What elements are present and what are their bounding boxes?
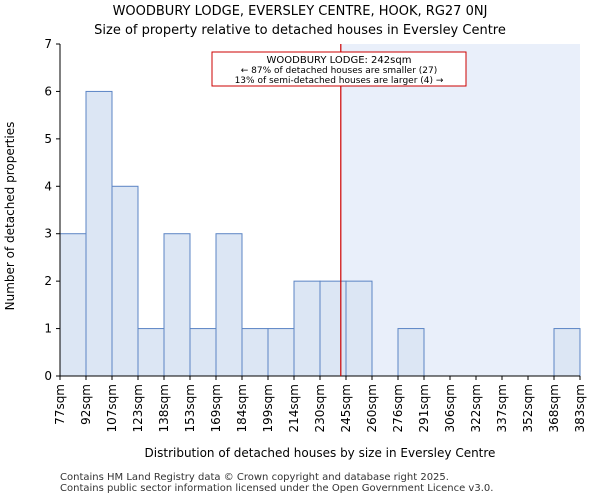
bar bbox=[59, 233, 87, 377]
x-tick-label: 153sqm bbox=[183, 384, 197, 432]
x-tick-label: 322sqm bbox=[469, 384, 483, 432]
x-tick-label: 368sqm bbox=[547, 384, 561, 432]
chart-subtitle: Size of property relative to detached ho… bbox=[94, 23, 506, 38]
bar bbox=[137, 328, 165, 377]
x-tick-label: 230sqm bbox=[313, 384, 327, 432]
y-tick-label: 1 bbox=[44, 322, 52, 336]
x-tick-label: 291sqm bbox=[417, 384, 431, 432]
y-tick-label: 5 bbox=[44, 132, 52, 146]
x-tick-label: 337sqm bbox=[495, 384, 509, 432]
y-tick-label: 0 bbox=[44, 369, 52, 383]
chart-title: WOODBURY LODGE, EVERSLEY CENTRE, HOOK, R… bbox=[112, 4, 488, 19]
annotation-line2: ← 87% of detached houses are smaller (27… bbox=[241, 66, 438, 76]
x-tick-label: 92sqm bbox=[79, 384, 93, 425]
bars-layer bbox=[59, 90, 581, 377]
annotation-box: WOODBURY LODGE: 242sqm ← 87% of detached… bbox=[211, 51, 467, 87]
bar bbox=[111, 185, 139, 377]
x-tick-label: 245sqm bbox=[339, 384, 353, 432]
x-tick-label: 214sqm bbox=[287, 384, 301, 432]
y-tick-label: 6 bbox=[44, 84, 52, 98]
y-tick-label: 4 bbox=[44, 179, 52, 193]
annotation-line3: 13% of semi-detached houses are larger (… bbox=[235, 76, 444, 86]
bar bbox=[215, 233, 243, 377]
footer-line2: Contains public sector information licen… bbox=[60, 483, 494, 494]
y-axis-label: Number of detached properties bbox=[3, 122, 17, 311]
bar bbox=[267, 328, 295, 377]
annotation-line1: WOODBURY LODGE: 242sqm bbox=[267, 55, 412, 66]
bar bbox=[189, 328, 217, 377]
right-shade-layer bbox=[340, 44, 580, 376]
x-axis-label: Distribution of detached houses by size … bbox=[145, 446, 496, 460]
y-tick-label: 3 bbox=[44, 227, 52, 241]
bar bbox=[319, 280, 347, 377]
y-tick-label: 7 bbox=[44, 37, 52, 51]
x-tick-label: 138sqm bbox=[157, 384, 171, 432]
bar bbox=[397, 328, 425, 377]
bar bbox=[85, 90, 113, 377]
x-tick-label: 199sqm bbox=[261, 384, 275, 432]
x-tick-label: 306sqm bbox=[443, 384, 457, 432]
x-tick-label: 383sqm bbox=[573, 384, 587, 432]
x-tick-label: 123sqm bbox=[131, 384, 145, 432]
x-tick-label: 260sqm bbox=[365, 384, 379, 432]
annotation-rect bbox=[211, 51, 467, 87]
y-tick-label: 2 bbox=[44, 274, 52, 288]
axes-layer: 0 1 2 3 4 5 6 7 77sqm 92sqm 107sqm 123sqm 138sqm 153s… bbox=[44, 37, 587, 432]
footer-line1: Contains HM Land Registry data © Crown c… bbox=[60, 472, 449, 483]
bar bbox=[163, 233, 191, 377]
x-tick-label: 352sqm bbox=[521, 384, 535, 432]
bar bbox=[553, 328, 581, 377]
x-tick-label: 77sqm bbox=[53, 384, 67, 425]
x-tick-label: 107sqm bbox=[105, 384, 119, 432]
x-tick-label: 184sqm bbox=[235, 384, 249, 432]
bar bbox=[345, 280, 373, 377]
x-tick-label: 276sqm bbox=[391, 384, 405, 432]
bar bbox=[293, 280, 321, 377]
bar bbox=[241, 328, 269, 377]
x-tick-label: 169sqm bbox=[209, 384, 223, 432]
shade-region bbox=[340, 44, 580, 376]
